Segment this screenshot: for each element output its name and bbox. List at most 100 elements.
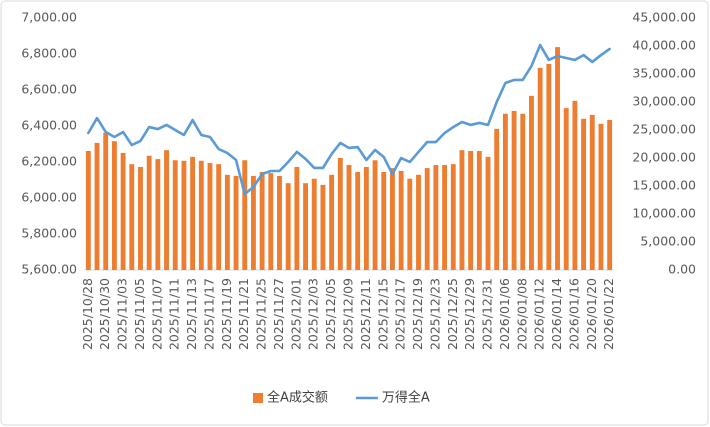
bar (416, 174, 421, 270)
y-tick-label: 6,800.00 (21, 46, 77, 61)
x-tick-label: 2025/12/11 (358, 278, 373, 350)
bar (198, 160, 204, 270)
x-tick-label: 2025/12/01 (288, 278, 303, 350)
x-tick-label: 2025/12/25 (445, 278, 460, 350)
x-tick-label: 2025/11/03 (115, 278, 130, 350)
bar (320, 184, 326, 270)
y2-tick-label: 0.00 (668, 262, 696, 277)
bar (224, 174, 230, 270)
x-tick-label: 2025/12/29 (462, 278, 477, 350)
bar (120, 152, 126, 270)
bar (537, 67, 543, 270)
bar (372, 160, 378, 270)
bar (85, 151, 91, 270)
bar (581, 118, 587, 270)
bar (111, 141, 117, 270)
bar (476, 151, 482, 270)
bar (285, 183, 291, 270)
legend-swatch (253, 393, 263, 403)
bar (520, 113, 526, 270)
x-tick-label: 2025/11/21 (236, 278, 251, 350)
x-tick-label: 2025/11/13 (184, 278, 199, 350)
x-tick-label: 2025/12/23 (427, 278, 442, 350)
y2-tick-label: 10,000.00 (632, 206, 696, 221)
bar (381, 172, 387, 270)
legend-label: 全A成交额 (267, 390, 328, 406)
x-tick-label: 2025/12/17 (393, 278, 408, 350)
x-tick-label: 2026/01/20 (584, 278, 599, 350)
bar (94, 142, 100, 270)
bar (563, 108, 569, 270)
bar (546, 63, 552, 270)
bar (129, 164, 135, 270)
x-tick-label: 2026/01/16 (566, 278, 581, 350)
y2-tick-label: 30,000.00 (632, 94, 696, 109)
y-tick-label: 5,600.00 (21, 262, 77, 277)
x-tick-label: 2025/11/05 (132, 278, 147, 350)
bar (433, 165, 439, 270)
bar (424, 168, 430, 270)
bar (190, 156, 196, 270)
x-tick-label: 2025/11/07 (149, 278, 164, 350)
x-tick-label: 2025/12/15 (375, 278, 390, 350)
bar (494, 128, 500, 270)
bar (268, 173, 274, 270)
x-tick-label: 2025/12/05 (323, 278, 338, 350)
y2-tick-label: 15,000.00 (632, 178, 696, 193)
y2-tick-label: 45,000.00 (632, 10, 696, 25)
bar (607, 119, 613, 270)
bar (329, 174, 335, 270)
bar (233, 175, 239, 270)
bar (277, 175, 282, 270)
x-tick-label: 2025/12/09 (341, 278, 356, 350)
x-tick-label: 2025/12/19 (410, 278, 425, 350)
bar (442, 165, 448, 270)
x-tick-label: 2025/11/17 (201, 278, 216, 350)
x-tick-label: 2026/01/06 (497, 278, 512, 350)
bar (250, 175, 256, 270)
bar (459, 150, 465, 270)
bar (337, 158, 343, 270)
line (87, 43, 611, 196)
bar (172, 160, 178, 270)
x-tick-label: 2025/12/31 (480, 278, 495, 350)
x-tick-label: 2025/10/28 (80, 278, 95, 350)
x-tick-label: 2025/11/25 (254, 278, 269, 350)
legend: 全A成交额 万得全A (253, 390, 430, 406)
y2-tick-label: 40,000.00 (632, 38, 696, 53)
bar (346, 165, 352, 270)
x-tick-label: 2026/01/12 (532, 278, 547, 350)
bar (311, 178, 317, 270)
bar (529, 95, 534, 270)
y-tick-label: 5,800.00 (21, 226, 77, 241)
x-tick-label: 2026/01/22 (601, 278, 616, 350)
x-tick-label: 2025/11/19 (219, 278, 234, 350)
x-tick-label: 2025/11/27 (271, 278, 286, 350)
bar (103, 132, 109, 270)
x-tick-label: 2026/01/14 (549, 278, 564, 350)
bar (511, 110, 517, 271)
bar (468, 151, 474, 270)
bar (555, 47, 560, 271)
bar (398, 170, 404, 270)
bar (155, 159, 161, 270)
y-tick-label: 7,000.00 (21, 10, 77, 25)
bar (207, 163, 213, 270)
x-tick-label: 2025/10/30 (97, 278, 112, 350)
bar (502, 113, 508, 270)
x-tick-label: 2025/11/11 (167, 278, 182, 350)
x-tick-label: 2026/01/08 (514, 278, 529, 350)
y-tick-label: 6,200.00 (21, 154, 77, 169)
y2-tick-label: 35,000.00 (632, 66, 696, 81)
bar (146, 155, 152, 270)
y2-tick-label: 5,000.00 (640, 234, 696, 249)
bar (355, 172, 361, 270)
y2-tick-label: 20,000.00 (632, 150, 696, 165)
bar (216, 164, 222, 270)
bar (259, 172, 265, 270)
bar (303, 183, 308, 270)
x-tick-label: 2025/12/03 (306, 278, 321, 350)
bar (598, 123, 604, 270)
bar (294, 166, 300, 270)
